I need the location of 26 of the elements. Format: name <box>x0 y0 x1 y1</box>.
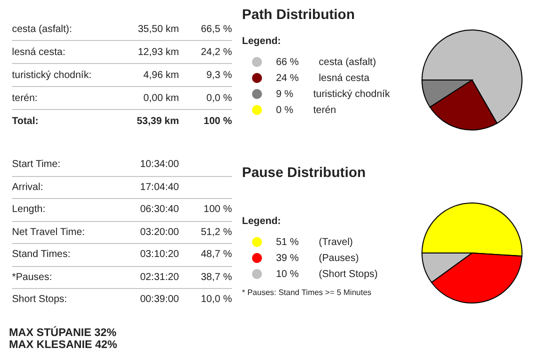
text: Length: 06:30:40 100 % <box>12 204 232 216</box>
text: Net Travel Time: 03:20:00 51,2 % <box>12 226 232 238</box>
legend-label: 10 % (Short Stops) <box>276 268 378 280</box>
text: Total: 53,39 km 100 % <box>12 116 232 126</box>
text: * Pauses: Stand Times >= 5 Minutes <box>242 288 372 297</box>
text: lesná cesta: 12,93 km 24,2 % <box>12 46 232 58</box>
legend-label: 9 % turistický chodník <box>276 88 390 100</box>
text: Start Time: 10:34:00 <box>12 159 179 170</box>
text: Arrival: 17:04:40 <box>12 182 179 193</box>
text: Stand Times: 03:10:20 48,7 % <box>12 249 232 260</box>
legend-title: Legend: <box>242 36 281 47</box>
legend-label: 0 % terén <box>276 104 336 116</box>
chart-title: Path Distribution <box>242 6 355 22</box>
legend-label: 24 % lesná cesta <box>276 72 370 84</box>
text: terén: 0,00 km 0,0 % <box>12 92 232 104</box>
text: *Pauses: 02:31:20 38,7 % <box>12 272 232 283</box>
chart-title: Pause Distribution <box>242 164 366 180</box>
text: MAX STÚPANIE 32% <box>9 326 118 338</box>
text: Short Stops: 00:39:00 10,0 % <box>12 294 232 306</box>
legend-label: 39 % (Pauses) <box>276 252 359 264</box>
text: MAX KLESANIE 42% <box>9 338 118 349</box>
legend-label: 66 % cesta (asfalt) <box>276 56 376 68</box>
legend-label: 51 % (Travel) <box>276 236 353 248</box>
legend-title: Legend: <box>242 216 281 227</box>
text: cesta (asfalt): 35,50 km 66,5 % <box>12 24 232 34</box>
text: turistický chodník: 4,96 km 9,3 % <box>12 70 232 80</box>
